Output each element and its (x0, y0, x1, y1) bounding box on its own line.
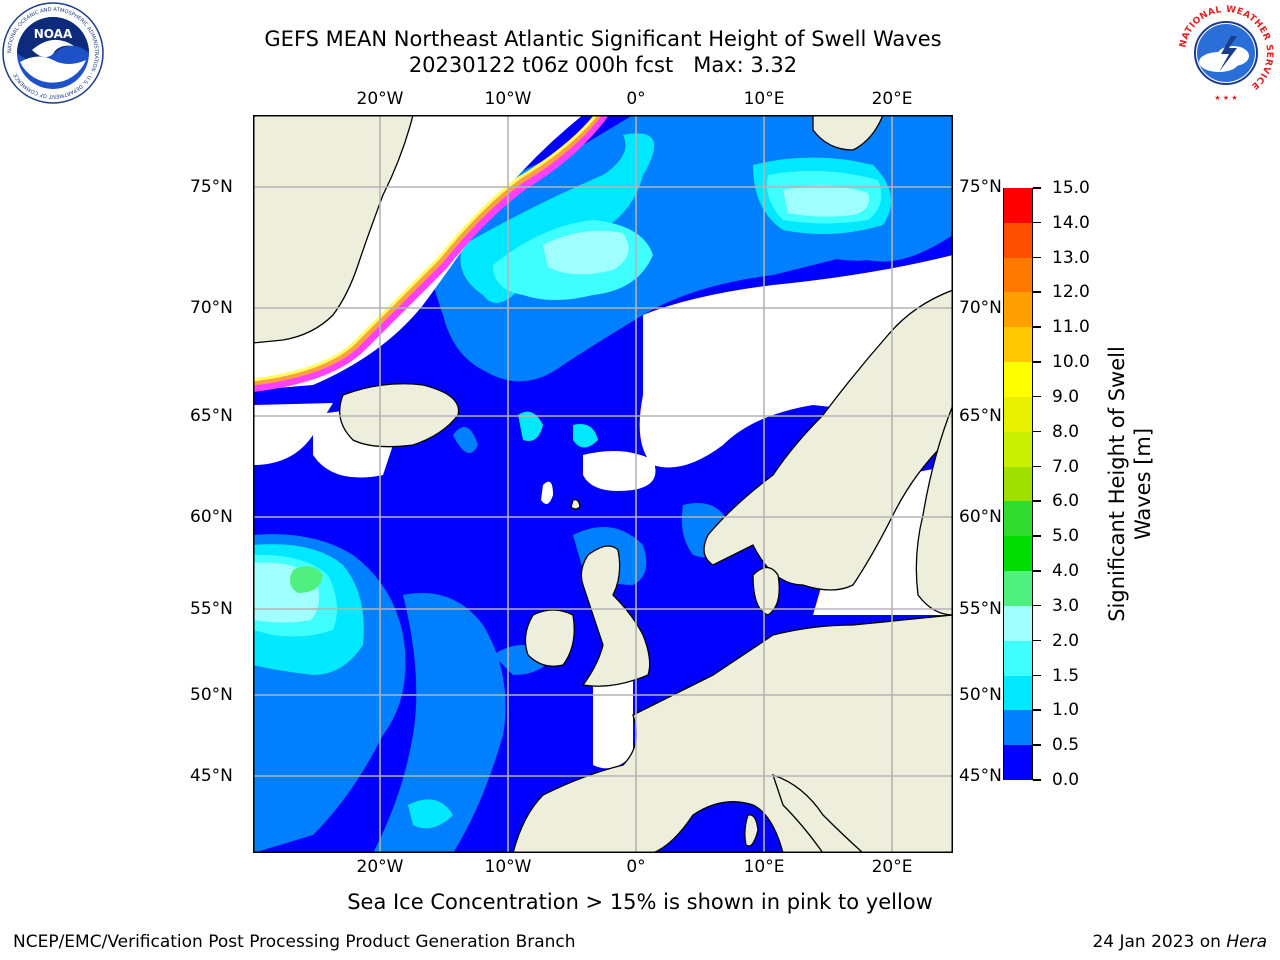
lon-label-bottom-10e: 10°E (743, 857, 785, 877)
colorbar-segment (1004, 187, 1032, 223)
colorbar-tick-label: 0.5 (1052, 735, 1080, 756)
colorbar-segment (1004, 291, 1032, 328)
lat-label-right-65n: 65°N (959, 406, 1002, 426)
colorbar-segment (1004, 466, 1032, 502)
colorbar-segment (1004, 675, 1032, 711)
colorbar-segment (1004, 431, 1032, 467)
lon-label-bottom-10w: 10°W (484, 857, 532, 877)
generation-date: 24 Jan 2023 on Hera (1092, 932, 1267, 952)
colorbar-tick (1033, 604, 1041, 607)
colorbar-tick (1033, 500, 1041, 502)
machine-name: Hera (1226, 932, 1267, 952)
colorbar-tick-label: 10.0 (1052, 352, 1090, 373)
colorbar-tick-label: 12.0 (1052, 282, 1090, 303)
svg-text:★ ★ ★: ★ ★ ★ (1214, 94, 1237, 102)
colorbar-tick (1033, 570, 1041, 572)
lon-label-top-10e: 10°E (743, 89, 785, 109)
colorbar-tick-label: 1.0 (1052, 700, 1080, 721)
colorbar-segment (1004, 500, 1032, 537)
lat-label-left-65n: 65°N (190, 406, 233, 426)
swell-wave-map (253, 115, 953, 853)
producer-credit: NCEP/EMC/Verification Post Processing Pr… (13, 932, 576, 952)
colorbar-tick-label: 1.5 (1052, 665, 1080, 686)
lat-label-left-60n: 60°N (190, 507, 233, 527)
colorbar-tick (1033, 430, 1041, 433)
colorbar-segment (1004, 361, 1032, 397)
colorbar-segment (1004, 257, 1032, 293)
colorbar-tick (1033, 535, 1041, 537)
colorbar-tick-label: 0.0 (1052, 770, 1080, 790)
colorbar-segment (1004, 640, 1032, 676)
sea-ice-edge (253, 115, 608, 392)
nws-logo: NATIONAL WEATHER SERVICE ★ ★ ★ (1176, 3, 1276, 103)
colorbar (1003, 187, 1033, 780)
colorbar-segment (1004, 570, 1032, 606)
lon-label-top-10w: 10°W (484, 89, 532, 109)
lon-label-bottom-20w: 20°W (356, 857, 404, 877)
date-text: 24 Jan 2023 on (1092, 932, 1227, 952)
colorbar-segment (1004, 396, 1032, 432)
colorbar-segment (1004, 222, 1032, 258)
lon-label-bottom-20e: 20°E (871, 857, 913, 877)
colorbar-tick (1033, 187, 1041, 189)
colorbar-title-line-1: Significant Height of Swell (1105, 346, 1129, 622)
noaa-logo-text: NOAA (34, 27, 73, 41)
lat-label-right-70n: 70°N (959, 298, 1002, 318)
colorbar-tick (1033, 361, 1041, 363)
lat-label-right-60n: 60°N (959, 507, 1002, 527)
lat-label-right-45n: 45°N (959, 766, 1002, 786)
lat-label-left-70n: 70°N (190, 298, 233, 318)
lat-label-right-55n: 55°N (959, 599, 1002, 619)
land (253, 115, 953, 853)
colorbar-tick-label: 7.0 (1052, 456, 1080, 477)
noaa-logo: NATIONAL OCEANIC AND ATMOSPHERIC ADMINIS… (2, 2, 104, 104)
colorbar-tick (1033, 709, 1041, 711)
colorbar-title-line-2: Waves [m] (1131, 427, 1155, 541)
graticule (253, 115, 953, 853)
lon-label-top-20w: 20°W (356, 89, 404, 109)
colorbar-tick (1033, 395, 1041, 398)
swell-band-3.0-4.0 (289, 566, 323, 593)
lat-label-left-50n: 50°N (190, 685, 233, 705)
colorbar-tick (1033, 465, 1041, 468)
colorbar-segment (1004, 744, 1032, 780)
colorbar-title: Significant Height of Swell Waves [m] (1104, 346, 1156, 622)
lon-label-top-0: 0° (626, 89, 646, 109)
title-line-1: GEFS MEAN Northeast Atlantic Significant… (264, 27, 942, 51)
sea-ice-note: Sea Ice Concentration > 15% is shown in … (347, 890, 933, 914)
colorbar-tick-label: 3.0 (1052, 595, 1080, 616)
colorbar-tick-label: 4.0 (1052, 561, 1080, 582)
colorbar-tick (1033, 744, 1041, 746)
lat-label-left-75n: 75°N (190, 177, 233, 197)
colorbar-tick (1033, 326, 1041, 328)
colorbar-segment (1004, 535, 1032, 572)
colorbar-tick (1033, 256, 1041, 259)
colorbar-tick-label: 11.0 (1052, 317, 1090, 338)
colorbar-tick (1033, 639, 1041, 642)
colorbar-tick-label: 8.0 (1052, 421, 1080, 442)
colorbar-tick-label: 13.0 (1052, 247, 1090, 268)
lon-label-top-20e: 20°E (871, 89, 913, 109)
colorbar-segment (1004, 605, 1032, 641)
lat-label-right-50n: 50°N (959, 685, 1002, 705)
colorbar-tick-label: 9.0 (1052, 386, 1080, 407)
colorbar-tick (1033, 779, 1041, 781)
colorbar-tick-label: 5.0 (1052, 526, 1080, 547)
lat-label-left-45n: 45°N (190, 766, 233, 786)
lon-label-bottom-0: 0° (626, 857, 646, 877)
lat-label-right-75n: 75°N (959, 177, 1002, 197)
chart-title: GEFS MEAN Northeast Atlantic Significant… (203, 26, 1003, 78)
colorbar-tick (1033, 674, 1041, 677)
colorbar-segment (1004, 326, 1032, 363)
title-line-2: 20230122 t06z 000h fcst Max: 3.32 (408, 53, 798, 77)
colorbar-tick-label: 15.0 (1052, 178, 1090, 198)
lat-label-left-55n: 55°N (190, 599, 233, 619)
colorbar-tick (1033, 291, 1041, 293)
colorbar-tick (1033, 221, 1041, 224)
colorbar-tick-label: 6.0 (1052, 491, 1080, 512)
colorbar-tick-label: 14.0 (1052, 212, 1090, 233)
colorbar-segment (1004, 709, 1032, 746)
colorbar-tick-label: 2.0 (1052, 630, 1080, 651)
